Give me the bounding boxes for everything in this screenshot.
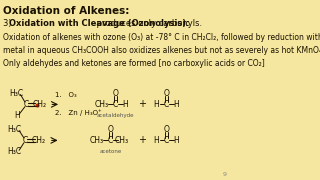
Text: CH₂: CH₂	[33, 100, 47, 109]
Text: H: H	[123, 100, 128, 109]
Text: metal in aqueous CH₃COOH also oxidizes alkenes but not as severely as hot KMnO₄.: metal in aqueous CH₃COOH also oxidizes a…	[3, 46, 320, 55]
Text: H: H	[14, 111, 20, 120]
Text: produces only carbonyls.: produces only carbonyls.	[94, 19, 202, 28]
Text: Oxidation of alkenes with ozone (O₃) at -78° C in CH₂Cl₂, followed by reduction : Oxidation of alkenes with ozone (O₃) at …	[3, 33, 320, 42]
Text: H: H	[154, 100, 159, 109]
Text: O: O	[108, 125, 114, 134]
Text: H₃C: H₃C	[7, 125, 21, 134]
Text: CH₃: CH₃	[115, 136, 129, 145]
Text: H₃C: H₃C	[7, 147, 21, 156]
Text: CH₂: CH₂	[32, 136, 46, 145]
Text: H: H	[173, 100, 179, 109]
Text: H₃C: H₃C	[10, 89, 24, 98]
Text: H: H	[154, 136, 159, 145]
Text: O: O	[164, 125, 170, 134]
Text: +: +	[139, 135, 147, 145]
Text: C: C	[113, 100, 118, 109]
Text: C: C	[23, 100, 29, 109]
Text: 1.   O₃: 1. O₃	[55, 92, 77, 98]
Text: C: C	[164, 136, 169, 145]
Text: Oxidation of Alkenes:: Oxidation of Alkenes:	[3, 6, 129, 16]
Text: 2.   Zn / H₃O⁺: 2. Zn / H₃O⁺	[55, 110, 102, 116]
Text: O: O	[113, 89, 119, 98]
Text: CH₃: CH₃	[94, 100, 108, 109]
Text: C: C	[22, 136, 28, 145]
Text: +: +	[139, 99, 147, 109]
Text: CH₃: CH₃	[90, 136, 104, 145]
Text: Oxidation with Cleavage (Ozonolysis):: Oxidation with Cleavage (Ozonolysis):	[9, 19, 190, 28]
Text: acetaldehyde: acetaldehyde	[97, 113, 134, 118]
Text: 9: 9	[223, 172, 227, 177]
Text: acetone: acetone	[100, 149, 122, 154]
Text: C: C	[108, 136, 113, 145]
Text: H: H	[173, 136, 179, 145]
Text: 3): 3)	[3, 19, 19, 28]
Text: C: C	[164, 100, 169, 109]
Text: O: O	[164, 89, 170, 98]
Text: Only aldehydes and ketones are formed [no carboxylic acids or CO₂]: Only aldehydes and ketones are formed [n…	[3, 59, 265, 68]
